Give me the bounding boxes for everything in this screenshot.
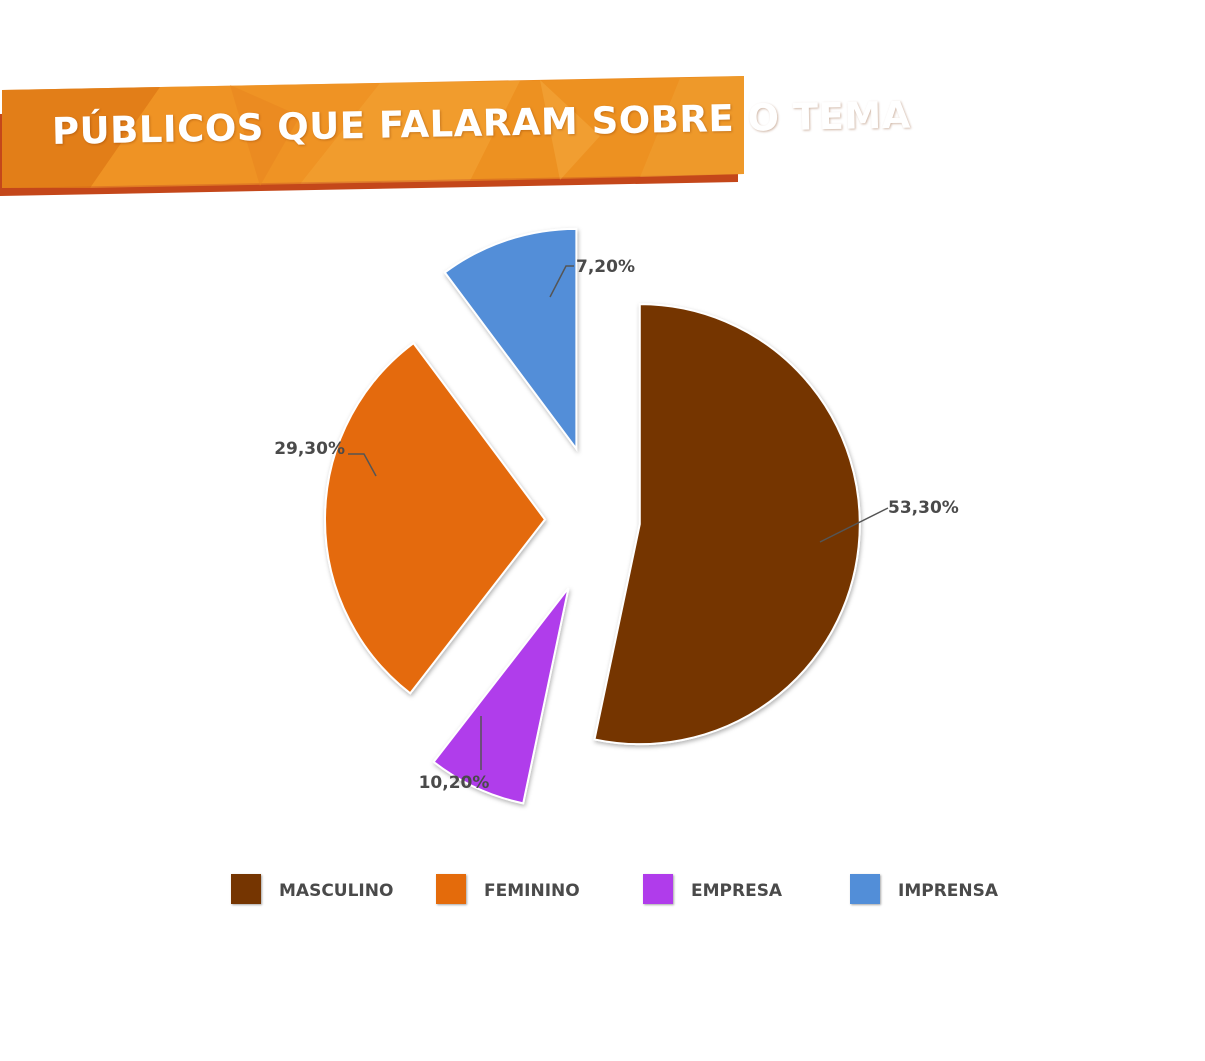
title-banner bbox=[0, 76, 748, 198]
pie-slice-masculino bbox=[593, 303, 861, 746]
chart-legend: MASCULINO FEMININO EMPRESA IMPRENSA bbox=[0, 872, 1205, 912]
leader-line-feminino bbox=[348, 453, 377, 477]
leader-line-masculino bbox=[819, 507, 889, 543]
pie-slice-imprensa bbox=[443, 227, 578, 452]
data-label-empresa: 7,20% bbox=[576, 257, 635, 277]
pie-slice-feminino bbox=[324, 341, 547, 695]
data-label-imprensa: 10,20% bbox=[419, 773, 490, 793]
leader-line-empresa bbox=[549, 265, 574, 298]
legend-label: FEMININO bbox=[484, 881, 580, 901]
legend-label: IMPRENSA bbox=[898, 881, 999, 901]
pie-chart: 53,30% 7,20% 29,30% 10,20% bbox=[274, 227, 959, 805]
legend-label: EMPRESA bbox=[691, 881, 783, 901]
legend-swatch bbox=[850, 874, 880, 904]
data-label-feminino: 29,30% bbox=[274, 439, 345, 459]
legend-swatch bbox=[436, 874, 466, 904]
legend-swatch bbox=[231, 874, 261, 904]
data-label-masculino: 53,30% bbox=[888, 498, 959, 518]
legend-swatch bbox=[643, 874, 673, 904]
pie-slice-empresa bbox=[432, 587, 570, 805]
legend-label: MASCULINO bbox=[279, 881, 394, 901]
